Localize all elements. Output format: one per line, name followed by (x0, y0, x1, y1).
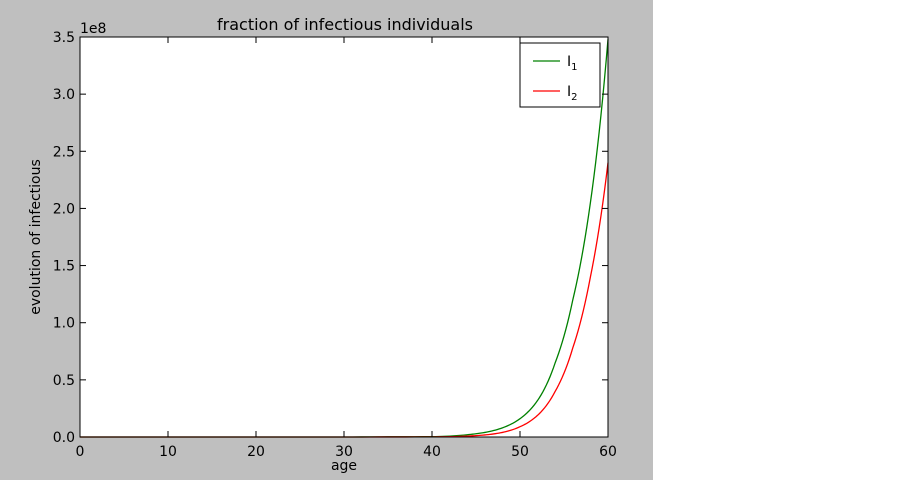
blank-area (653, 0, 903, 480)
legend-label-i1: I1 (567, 54, 578, 73)
y-tick-label: 1.0 (53, 316, 75, 332)
plot-border (79, 36, 609, 438)
x-tick-label: 10 (159, 444, 177, 460)
y-offset-text: 1e8 (80, 21, 106, 37)
ticks-layer: 0 10 20 30 40 50 60 0.0 0.5 1.0 1.5 2.0 2.5 3.0 3.5 (53, 30, 617, 460)
x-tick-label: 60 (599, 444, 617, 460)
y-tick-label: 3.5 (53, 30, 75, 46)
x-tick-label: 30 (335, 444, 353, 460)
y-tick-label: 1.5 (53, 259, 75, 275)
y-tick-label: 2.5 (53, 144, 75, 160)
chart-title: fraction of infectious individuals (217, 15, 473, 34)
y-tick-label: 0.5 (53, 373, 75, 389)
y-tick-label: 2.0 (53, 201, 75, 217)
x-tick-label: 40 (423, 444, 441, 460)
x-tick-label: 20 (247, 444, 265, 460)
y-tick-label: 0.0 (53, 430, 75, 446)
y-axis-label: evolution of infectious (28, 159, 44, 315)
legend: I1 I2 (519, 42, 601, 108)
legend-label-i2: I2 (567, 84, 578, 103)
y-tick-label: 3.0 (53, 87, 75, 103)
x-axis-label: age (331, 458, 357, 474)
x-tick-label: 0 (76, 444, 85, 460)
legend-box (519, 42, 601, 108)
x-tick-label: 50 (511, 444, 529, 460)
